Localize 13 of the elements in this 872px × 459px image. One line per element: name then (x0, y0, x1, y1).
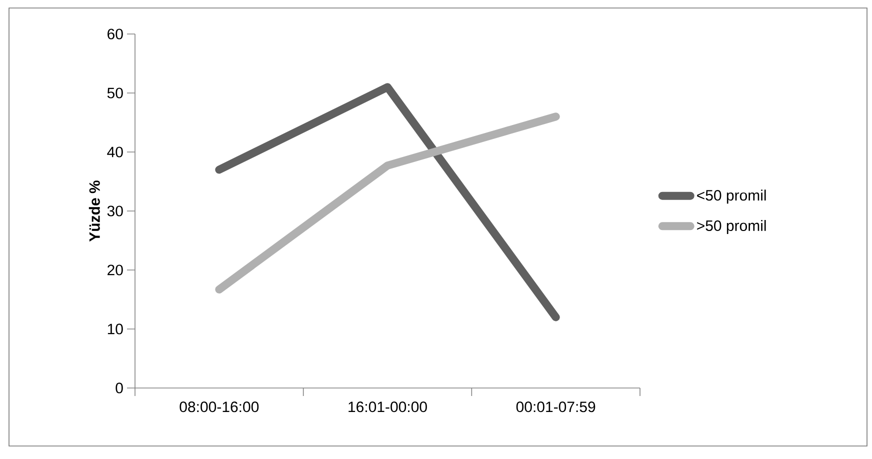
y-tick-label: 30 (107, 206, 123, 216)
legend-label: <50 promil (697, 190, 766, 204)
y-tick-label: 60 (108, 28, 123, 40)
y-tick-label: 40 (107, 146, 123, 158)
x-tick-label: 16:01-00:00 (348, 402, 427, 412)
y-tick-label: 0 (116, 382, 123, 394)
y-tick-label: 20 (108, 264, 123, 276)
x-tick-label: 00:01-07:59 (516, 402, 596, 412)
x-tick-label: 08:00-16:00 (180, 402, 259, 412)
legend-label: >50 promil (697, 220, 766, 234)
y-tick-label: 10 (108, 324, 123, 334)
y-axis-title: Yüzde % (88, 180, 100, 242)
y-tick-label: 50 (107, 88, 123, 98)
